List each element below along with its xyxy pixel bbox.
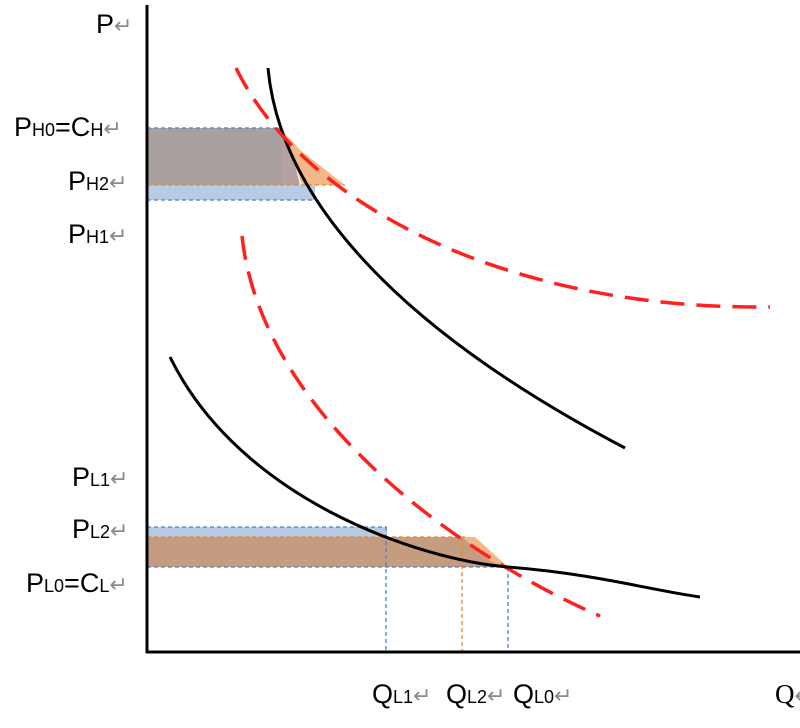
- high-gray-area: [147, 128, 282, 185]
- label-ql1: QL1↵: [372, 679, 431, 709]
- low-dashed-curve: [240, 235, 601, 618]
- label-ql2: QL2↵: [446, 679, 505, 709]
- label-ph2: PH2↵: [68, 166, 127, 196]
- label-pl0: PL0=CL↵: [26, 568, 128, 598]
- x-axis-label: Q↵: [775, 679, 800, 709]
- label-ph1: PH1↵: [68, 219, 127, 249]
- label-pl1: PL1↵: [72, 462, 128, 492]
- y-axis-label: P↵: [96, 9, 132, 39]
- label-pl2: PL2↵: [72, 514, 128, 544]
- high-demand-curve: [266, 67, 626, 450]
- label-ql0: QL0↵: [513, 679, 572, 709]
- label-ph0: PH0=CH↵: [14, 112, 122, 142]
- high-blue-area: [147, 185, 315, 200]
- low-brown-area: [147, 537, 505, 567]
- low-orange-triangle: [462, 537, 508, 567]
- high-dashed-curve: [234, 67, 771, 309]
- low-demand-curve: [168, 356, 701, 599]
- low-blue-area: [147, 527, 387, 537]
